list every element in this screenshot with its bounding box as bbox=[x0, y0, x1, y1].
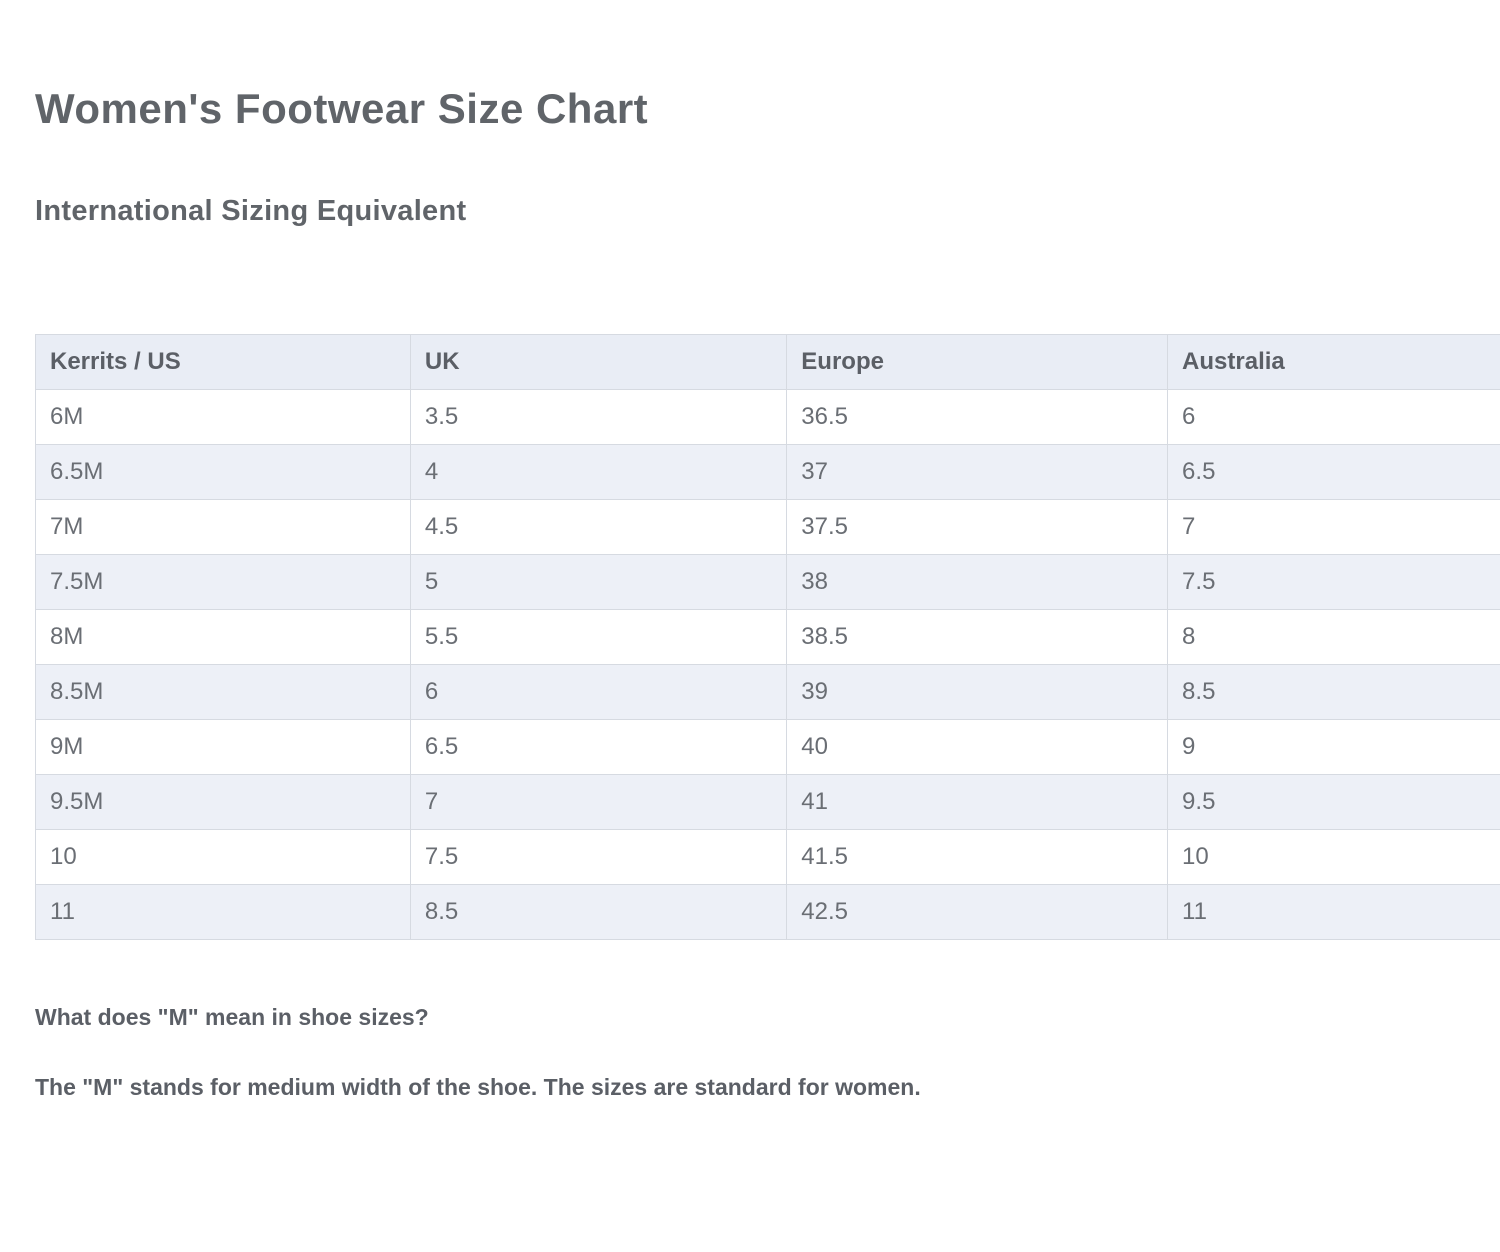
size-cell: 37 bbox=[786, 444, 1169, 500]
column-header-australia: Australia bbox=[1167, 334, 1500, 390]
size-cell: 10 bbox=[1167, 829, 1500, 885]
table-row: 7M 4.5 37.5 7 bbox=[35, 499, 1500, 555]
size-cell: 7.5M bbox=[35, 554, 411, 610]
size-cell: 6 bbox=[409, 664, 788, 720]
table-row: 11 8.5 42.5 11 bbox=[35, 884, 1500, 940]
size-cell: 11 bbox=[35, 884, 411, 940]
faq-answer: The "M" stands for medium width of the s… bbox=[35, 1074, 921, 1100]
size-cell: 7.5 bbox=[409, 829, 788, 885]
faq-question: What does "M" mean in shoe sizes? bbox=[35, 1004, 429, 1030]
table-row: 9.5M 7 41 9.5 bbox=[35, 774, 1500, 830]
size-cell: 38.5 bbox=[786, 609, 1169, 665]
size-cell: 42.5 bbox=[786, 884, 1169, 940]
size-cell: 6.5 bbox=[409, 719, 788, 775]
table-body: 6M 3.5 36.5 6 6.5M 4 37 6.5 7M 4.5 37.5 7 7.5M 5 38 7.5… bbox=[35, 389, 1500, 940]
size-cell: 9.5 bbox=[1167, 774, 1500, 830]
size-cell: 6.5 bbox=[1167, 444, 1500, 500]
table-row: 6.5M 4 37 6.5 bbox=[35, 444, 1500, 500]
size-cell: 41.5 bbox=[786, 829, 1169, 885]
column-header-kerrits-us: Kerrits / US bbox=[35, 334, 411, 390]
size-cell: 6.5M bbox=[35, 444, 411, 500]
size-cell: 8.5 bbox=[409, 884, 788, 940]
size-chart-table: Kerrits / US UK Europe Australia 6M 3.5 36… bbox=[35, 334, 1500, 940]
size-cell: 36.5 bbox=[786, 389, 1169, 445]
size-cell: 40 bbox=[786, 719, 1169, 775]
size-cell: 4.5 bbox=[409, 499, 788, 555]
size-cell: 7M bbox=[35, 499, 411, 555]
size-cell: 8M bbox=[35, 609, 411, 665]
size-cell: 37.5 bbox=[786, 499, 1169, 555]
column-header-uk: UK bbox=[409, 334, 788, 390]
size-cell: 8.5M bbox=[35, 664, 411, 720]
size-chart-table-container: Kerrits / US UK Europe Australia 6M 3.5 36… bbox=[35, 334, 1500, 940]
size-cell: 8.5 bbox=[1167, 664, 1500, 720]
page-title: Women's Footwear Size Chart bbox=[35, 85, 649, 132]
page-subtitle: International Sizing Equivalent bbox=[35, 195, 467, 227]
size-cell: 39 bbox=[786, 664, 1169, 720]
size-cell: 7.5 bbox=[1167, 554, 1500, 610]
size-cell: 6M bbox=[35, 389, 411, 445]
size-cell: 8 bbox=[1167, 609, 1500, 665]
table-row: 10 7.5 41.5 10 bbox=[35, 829, 1500, 885]
size-cell: 38 bbox=[786, 554, 1169, 610]
table-header-row: Kerrits / US UK Europe Australia bbox=[35, 334, 1500, 390]
table-row: 8M 5.5 38.5 8 bbox=[35, 609, 1500, 665]
table-row: 8.5M 6 39 8.5 bbox=[35, 664, 1500, 720]
size-cell: 4 bbox=[409, 444, 788, 500]
size-cell: 5 bbox=[409, 554, 788, 610]
size-cell: 9.5M bbox=[35, 774, 411, 830]
column-header-europe: Europe bbox=[786, 334, 1169, 390]
size-cell: 3.5 bbox=[409, 389, 788, 445]
size-cell: 41 bbox=[786, 774, 1169, 830]
size-cell: 10 bbox=[35, 829, 411, 885]
table-row: 9M 6.5 40 9 bbox=[35, 719, 1500, 775]
table-row: 6M 3.5 36.5 6 bbox=[35, 389, 1500, 445]
size-cell: 11 bbox=[1167, 884, 1500, 940]
size-cell: 9M bbox=[35, 719, 411, 775]
size-cell: 5.5 bbox=[409, 609, 788, 665]
size-cell: 9 bbox=[1167, 719, 1500, 775]
size-cell: 7 bbox=[1167, 499, 1500, 555]
size-cell: 7 bbox=[409, 774, 788, 830]
table-row: 7.5M 5 38 7.5 bbox=[35, 554, 1500, 610]
size-cell: 6 bbox=[1167, 389, 1500, 445]
